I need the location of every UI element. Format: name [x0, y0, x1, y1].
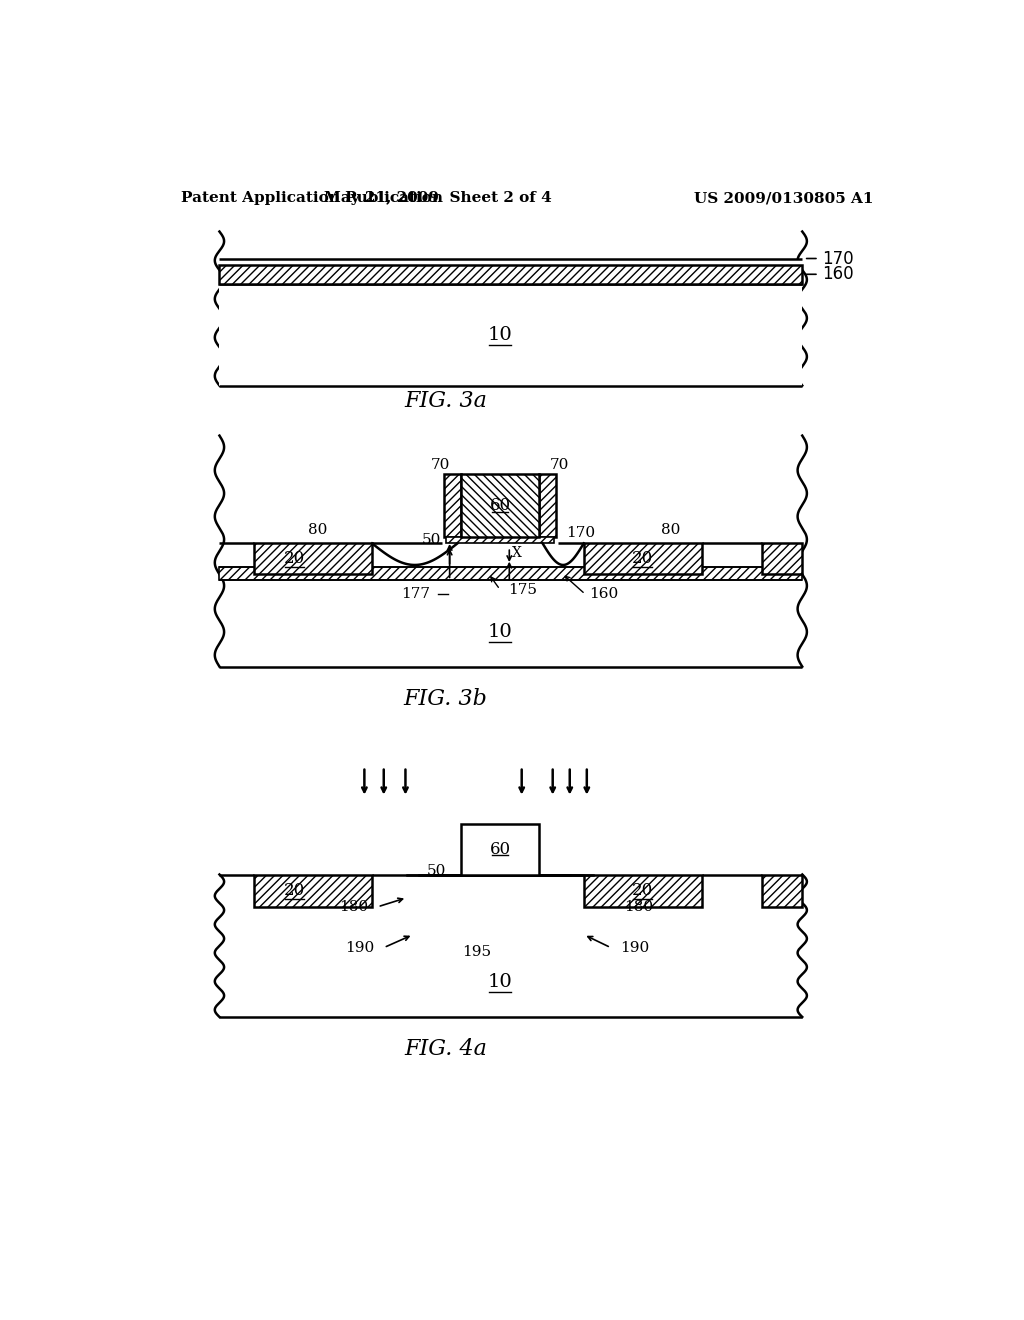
Bar: [445, 537, 554, 544]
Text: 60: 60: [489, 841, 511, 858]
Bar: [254, 544, 372, 574]
Text: US 2009/0130805 A1: US 2009/0130805 A1: [693, 191, 873, 206]
Text: 10: 10: [487, 623, 512, 642]
Text: 180: 180: [624, 900, 653, 913]
Bar: [254, 874, 372, 907]
Bar: [219, 264, 802, 284]
Text: 20: 20: [632, 882, 653, 899]
Text: 60: 60: [489, 498, 511, 515]
Text: 175: 175: [508, 582, 537, 597]
Text: Patent Application Publication: Patent Application Publication: [180, 191, 442, 206]
Bar: [762, 874, 802, 907]
Text: 50: 50: [427, 865, 446, 878]
Bar: [539, 474, 556, 537]
Text: 10: 10: [487, 326, 512, 345]
Text: 190: 190: [345, 941, 375, 954]
Text: 50: 50: [422, 533, 441, 548]
Text: FIG. 4a: FIG. 4a: [404, 1039, 487, 1060]
Text: 170: 170: [566, 525, 595, 540]
Bar: [584, 544, 701, 574]
Text: 20: 20: [632, 550, 653, 568]
Bar: [461, 474, 539, 537]
Text: FIG. 3a: FIG. 3a: [404, 389, 487, 412]
Text: 160: 160: [589, 587, 618, 601]
Text: 70: 70: [431, 458, 450, 471]
Text: 10: 10: [487, 973, 512, 991]
Text: 177: 177: [401, 587, 430, 601]
Text: 80: 80: [308, 523, 328, 536]
Text: 70: 70: [550, 458, 569, 471]
Text: 160: 160: [807, 265, 853, 284]
Bar: [584, 874, 701, 907]
Text: FIG. 3b: FIG. 3b: [403, 688, 487, 710]
Text: 180: 180: [339, 900, 369, 913]
Text: 20: 20: [284, 882, 305, 899]
Text: X: X: [512, 546, 521, 561]
Bar: [219, 566, 802, 581]
Text: 195: 195: [462, 945, 492, 958]
Bar: [461, 825, 539, 875]
Bar: [762, 544, 802, 574]
Bar: [219, 259, 802, 385]
Text: May 21, 2009  Sheet 2 of 4: May 21, 2009 Sheet 2 of 4: [325, 191, 552, 206]
Text: 80: 80: [660, 523, 680, 536]
Text: 190: 190: [621, 941, 649, 954]
Bar: [444, 474, 461, 537]
Text: 20: 20: [284, 550, 305, 568]
Text: 170: 170: [807, 249, 853, 268]
